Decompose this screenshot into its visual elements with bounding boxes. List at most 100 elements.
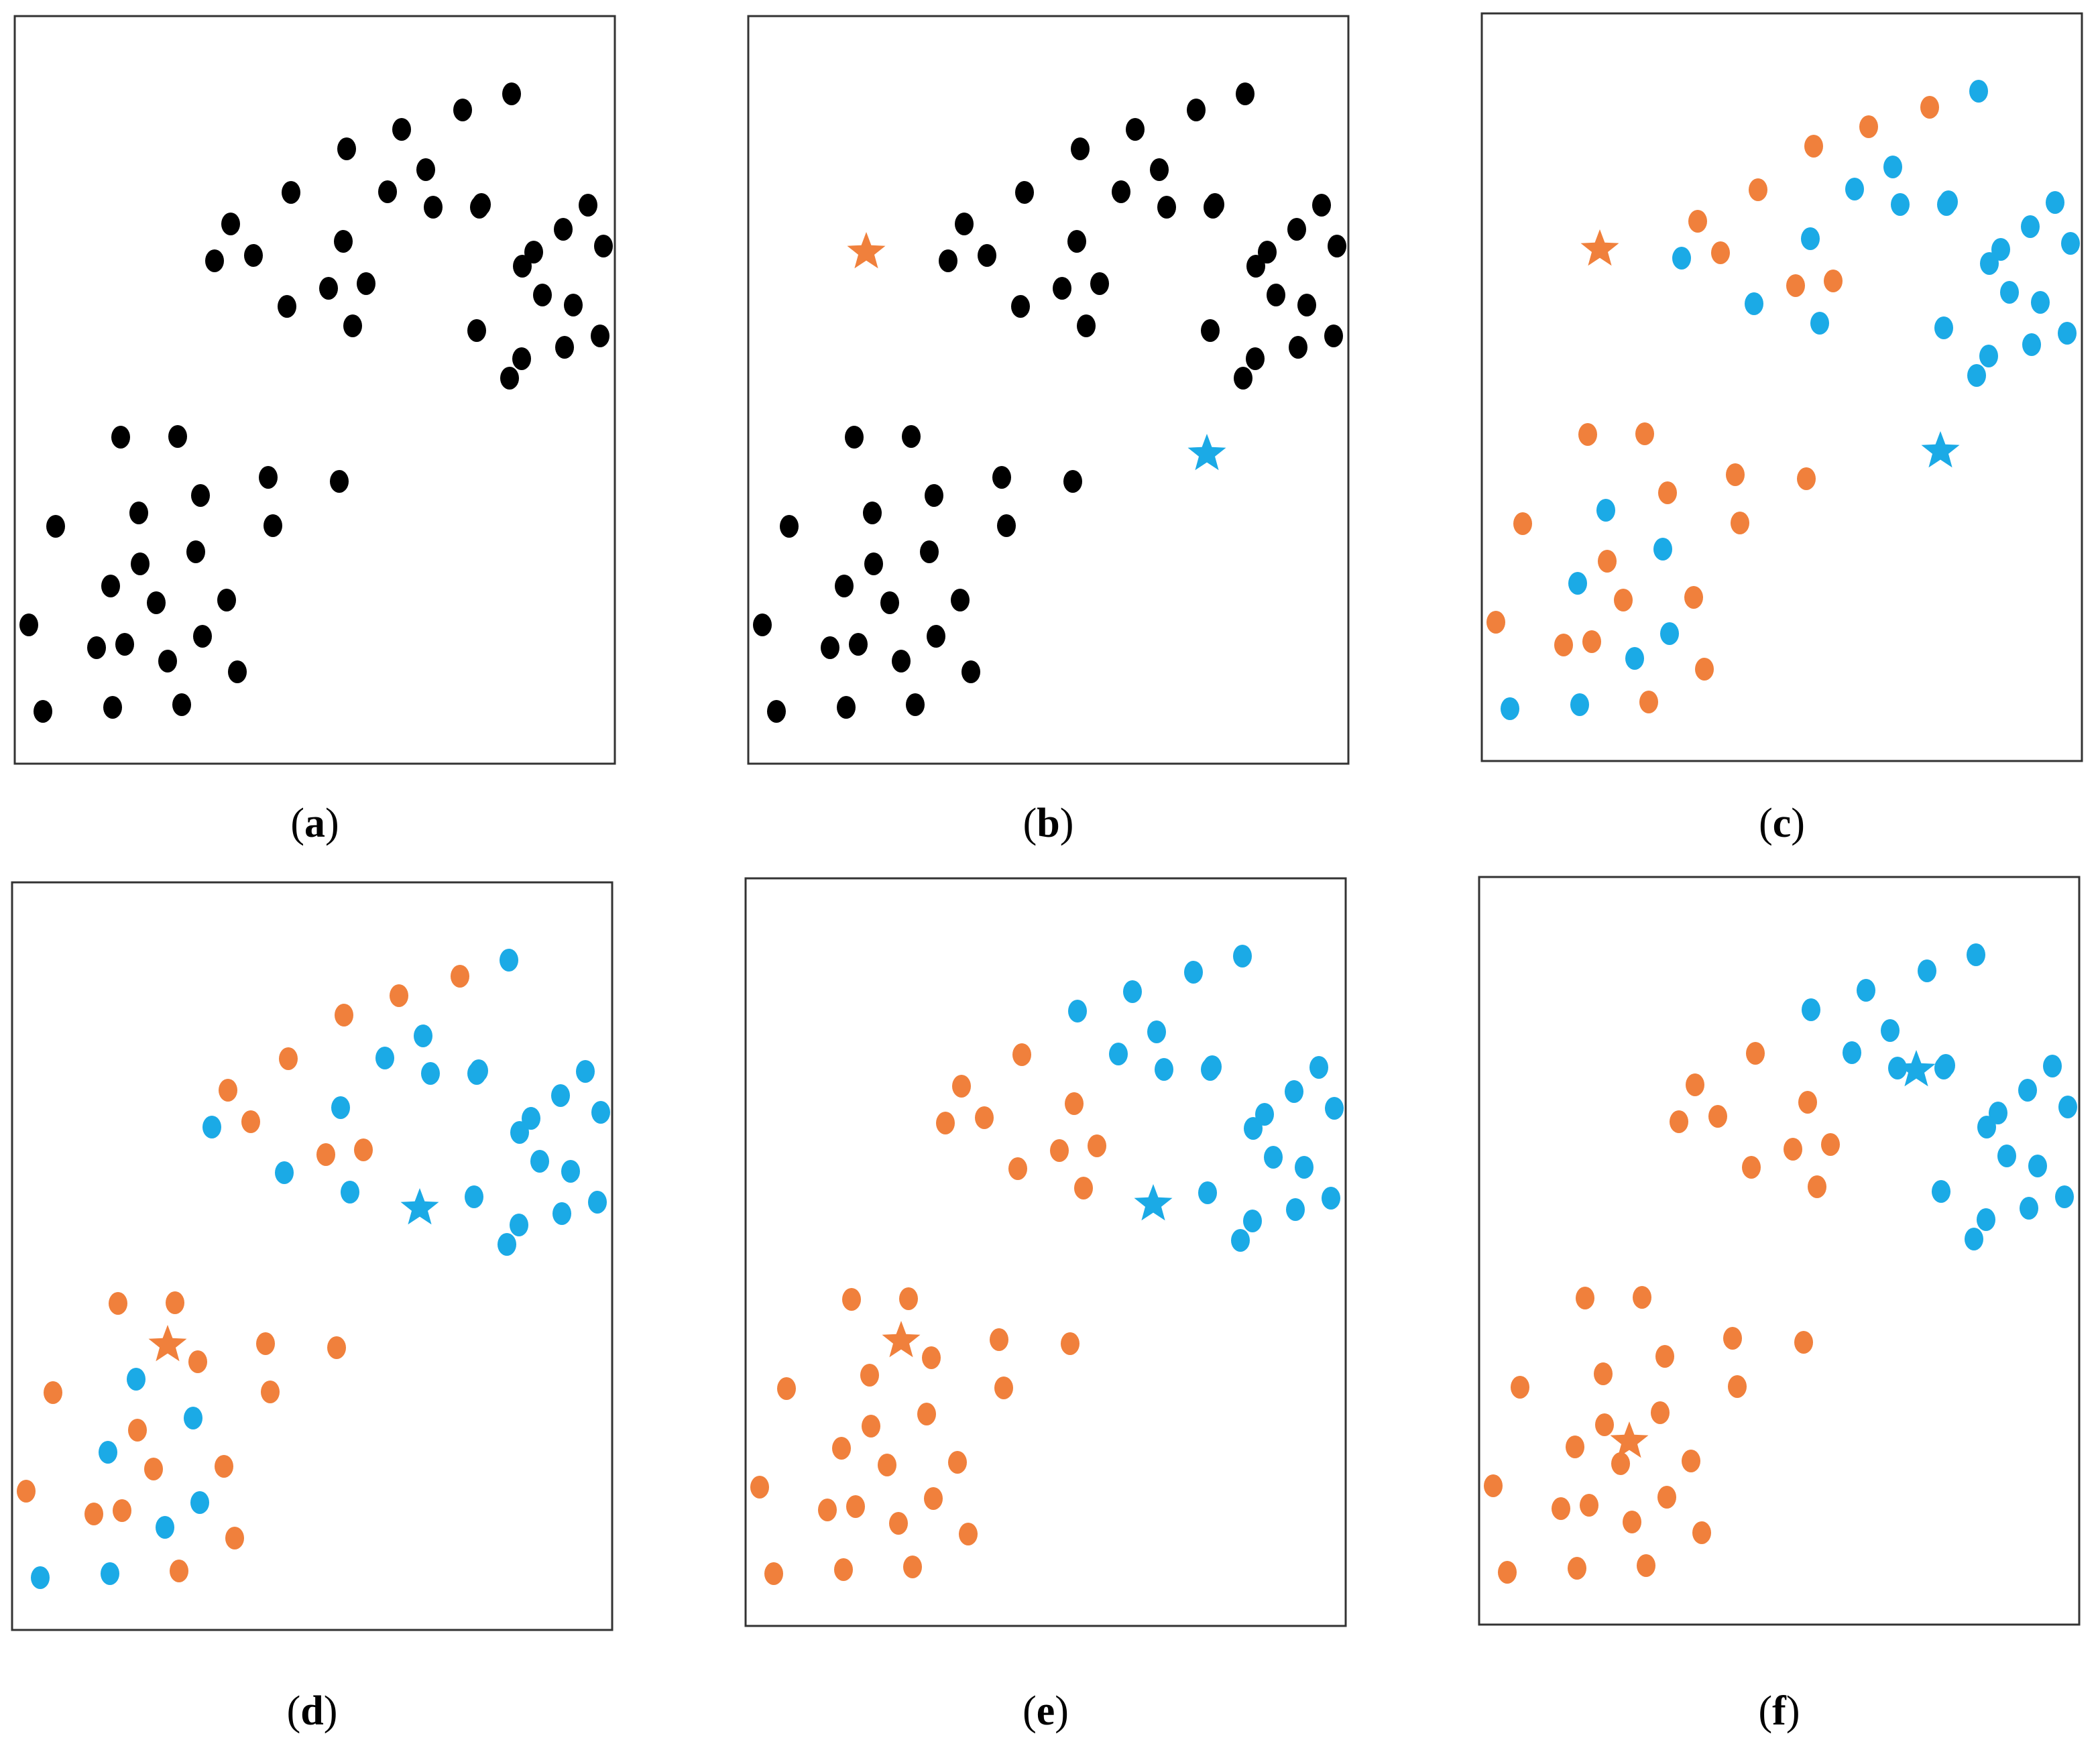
data-point <box>44 1381 62 1404</box>
panel-caption: (d) <box>287 1688 338 1734</box>
data-point <box>1246 347 1265 370</box>
data-point <box>390 984 408 1007</box>
data-point <box>917 1403 936 1425</box>
data-point <box>1008 1157 1027 1180</box>
data-point <box>172 693 191 716</box>
data-point <box>1206 193 1224 216</box>
data-point <box>1061 1332 1080 1355</box>
data-point <box>188 1350 207 1373</box>
data-point <box>594 235 613 257</box>
data-point <box>1692 1521 1711 1544</box>
data-point <box>1786 274 1805 297</box>
data-point <box>467 319 486 342</box>
data-point <box>1635 422 1654 445</box>
data-point <box>1243 1210 1262 1232</box>
data-point <box>1201 319 1220 342</box>
data-point <box>416 158 435 181</box>
data-point <box>282 181 300 204</box>
data-point <box>1325 1097 1344 1120</box>
data-point <box>1236 82 1255 105</box>
data-point <box>357 272 375 295</box>
data-point <box>264 514 282 537</box>
data-point <box>849 633 868 656</box>
data-point <box>424 196 443 219</box>
data-point <box>451 965 469 988</box>
data-point <box>170 1560 188 1582</box>
data-point <box>920 540 939 563</box>
data-point <box>331 1096 350 1119</box>
data-point <box>1810 312 1829 335</box>
data-point <box>1639 691 1658 713</box>
data-point <box>337 137 356 160</box>
data-point <box>259 466 278 489</box>
data-point <box>952 1075 971 1098</box>
data-point <box>1011 295 1030 318</box>
data-point <box>228 660 247 683</box>
data-point <box>319 277 338 300</box>
data-point <box>530 1150 549 1173</box>
data-point <box>144 1458 163 1480</box>
data-point <box>1688 210 1707 233</box>
data-point <box>1580 1494 1598 1517</box>
data-point <box>2058 322 2077 345</box>
panel-frame <box>1478 876 2081 1626</box>
data-point <box>1596 499 1615 522</box>
panel-caption-letter: f <box>1772 1688 1787 1734</box>
data-point <box>821 636 839 659</box>
data-point <box>34 700 52 723</box>
data-point <box>1578 423 1597 446</box>
data-point <box>1614 589 1633 611</box>
data-point <box>202 1116 221 1138</box>
data-point <box>753 613 772 636</box>
data-point <box>19 613 38 636</box>
data-point <box>1012 1043 1031 1066</box>
data-point <box>1936 1054 1955 1077</box>
data-point <box>1157 196 1176 219</box>
data-point <box>1126 118 1145 141</box>
data-point <box>1050 1139 1069 1162</box>
data-point <box>2000 281 2019 304</box>
data-point <box>1065 1092 1084 1115</box>
panel-caption: (e) <box>1023 1688 1069 1734</box>
data-point <box>1184 961 1203 984</box>
data-point <box>1859 115 1878 138</box>
data-point <box>899 1287 918 1310</box>
data-point <box>978 244 996 267</box>
data-point <box>279 1047 298 1070</box>
panel-f: (f) <box>1478 876 2081 1734</box>
data-point <box>1053 277 1071 300</box>
data-point <box>1594 1362 1613 1385</box>
data-point <box>109 1292 127 1315</box>
centroid-star-icon <box>1921 431 1960 468</box>
data-point <box>780 515 799 538</box>
data-point <box>1554 634 1573 656</box>
data-point <box>864 552 883 575</box>
data-point <box>1726 463 1745 486</box>
data-point <box>1244 1117 1263 1140</box>
data-point <box>975 1106 994 1129</box>
data-point <box>84 1503 103 1525</box>
data-point <box>834 1558 853 1581</box>
data-point <box>1633 1286 1651 1309</box>
data-point <box>1068 1000 1087 1022</box>
data-point <box>2061 232 2080 255</box>
data-point <box>903 1556 922 1578</box>
data-point <box>1749 178 1767 201</box>
data-point <box>1015 181 1034 204</box>
data-point <box>925 484 943 507</box>
panels-layer: (a) (b) (c) (d) (e) (f) <box>11 12 2083 1734</box>
data-point <box>510 1121 529 1144</box>
data-point <box>936 1112 955 1134</box>
data-point <box>1090 272 1109 295</box>
data-point <box>502 82 521 105</box>
panel-caption-letter: d <box>300 1688 323 1734</box>
data-point <box>1486 611 1505 634</box>
data-point <box>335 1004 353 1027</box>
data-point <box>902 425 921 448</box>
data-point <box>498 1233 516 1256</box>
data-point <box>1997 1145 2016 1167</box>
data-point <box>1977 1116 1996 1138</box>
data-point <box>961 660 980 683</box>
data-point <box>278 295 296 318</box>
data-point <box>1623 1511 1641 1533</box>
